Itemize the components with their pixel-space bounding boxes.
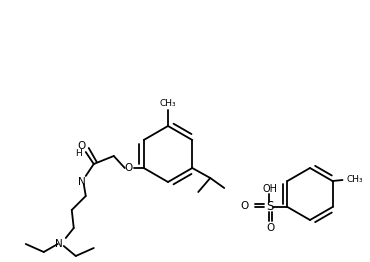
Text: CH₃: CH₃ bbox=[160, 100, 176, 108]
Text: S: S bbox=[266, 200, 273, 214]
Text: O: O bbox=[125, 163, 133, 173]
Text: N: N bbox=[78, 177, 85, 187]
Text: OH: OH bbox=[263, 184, 278, 194]
Text: CH₃: CH₃ bbox=[347, 174, 363, 183]
Text: O: O bbox=[78, 141, 86, 151]
Text: O: O bbox=[266, 223, 275, 233]
Text: N: N bbox=[55, 239, 63, 249]
Text: H: H bbox=[75, 150, 82, 159]
Text: O: O bbox=[240, 201, 249, 211]
